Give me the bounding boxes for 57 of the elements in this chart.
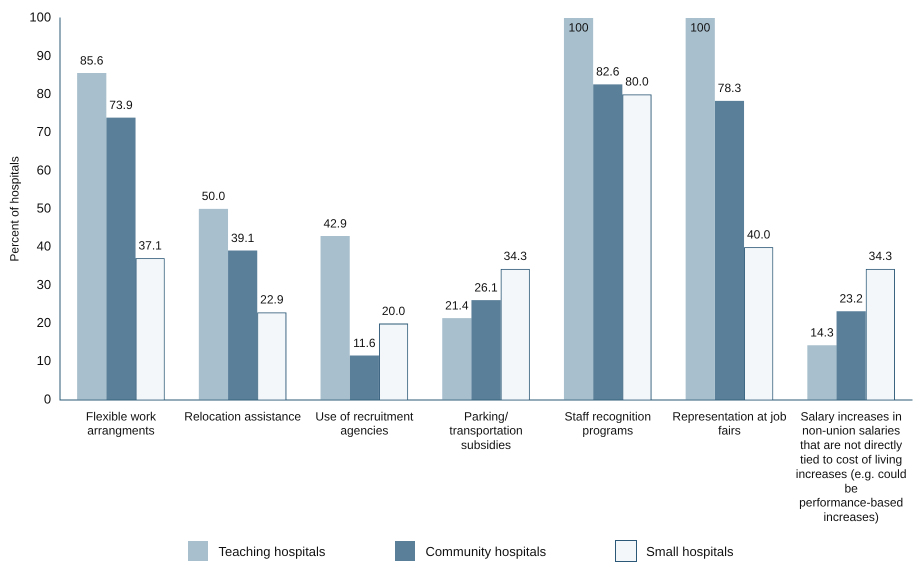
legend-label: Small hospitals xyxy=(646,544,734,558)
y-tick-label: 90 xyxy=(36,48,52,63)
x-tick-label: Relocation assistance xyxy=(184,409,302,424)
data-label: 11.6 xyxy=(353,336,376,350)
data-label: 50.0 xyxy=(202,189,226,204)
data-label: 23.2 xyxy=(839,292,864,306)
data-label: 40.0 xyxy=(746,227,771,242)
y-tick-label: 60 xyxy=(36,162,52,178)
y-tick-label: 80 xyxy=(36,86,52,101)
y-tick-label: 50 xyxy=(36,200,52,216)
bar xyxy=(593,84,622,400)
y-tick-label: 0 xyxy=(44,391,52,406)
data-label: 37.1 xyxy=(138,238,162,252)
y-tick-label: 20 xyxy=(36,315,52,330)
bar xyxy=(686,18,715,400)
bar xyxy=(77,72,106,400)
y-tick-label: 70 xyxy=(36,124,52,140)
data-label: 100 xyxy=(690,20,711,34)
bar xyxy=(228,250,258,400)
data-label: 22.9 xyxy=(260,292,284,307)
data-label: 21.4 xyxy=(445,298,469,312)
data-label: 85.6 xyxy=(80,53,104,68)
data-label: 82.6 xyxy=(596,64,620,79)
data-label: 78.3 xyxy=(718,81,742,96)
data-label: 20.0 xyxy=(382,304,406,318)
data-label: 80.0 xyxy=(625,74,649,89)
data-label: 14.3 xyxy=(810,326,834,340)
bar xyxy=(198,208,228,400)
bar xyxy=(320,236,350,400)
y-tick-label: 100 xyxy=(29,10,52,25)
bar xyxy=(350,356,379,400)
bar xyxy=(714,100,744,400)
bar xyxy=(564,18,594,400)
y-axis-title: Percent of hospitals xyxy=(8,156,22,262)
data-label: 73.9 xyxy=(109,98,133,112)
data-label: 39.1 xyxy=(230,230,255,245)
y-tick-label: 30 xyxy=(36,276,52,292)
legend-label: Community hospitals xyxy=(425,544,546,558)
x-tick-label: Use of recruitment agencies xyxy=(315,409,414,438)
x-tick-label: Representation at job fairs xyxy=(672,409,787,438)
x-tick-label: Flexible work arrangments xyxy=(86,409,157,438)
x-tick-label: Parking/ transportation subsidies xyxy=(449,409,523,452)
data-label: 42.9 xyxy=(323,216,348,230)
data-label: 34.3 xyxy=(504,249,528,264)
bar xyxy=(106,118,136,400)
data-label: 26.1 xyxy=(474,280,498,294)
bar xyxy=(471,300,501,400)
bar xyxy=(442,318,472,400)
bar xyxy=(836,311,866,400)
data-label: 34.3 xyxy=(868,249,892,264)
data-label: 100 xyxy=(568,20,589,34)
x-tick-label: Staff recognition programs xyxy=(564,409,652,438)
bar xyxy=(807,345,837,400)
y-tick-label: 40 xyxy=(36,238,52,254)
legend-label: Teaching hospitals xyxy=(218,544,326,558)
x-tick-label: Salary increases in non-union salaries that are not directly tied to cost of living increases (e.g. could be performance-based increases) xyxy=(796,409,907,524)
y-tick-label: 10 xyxy=(36,353,52,368)
